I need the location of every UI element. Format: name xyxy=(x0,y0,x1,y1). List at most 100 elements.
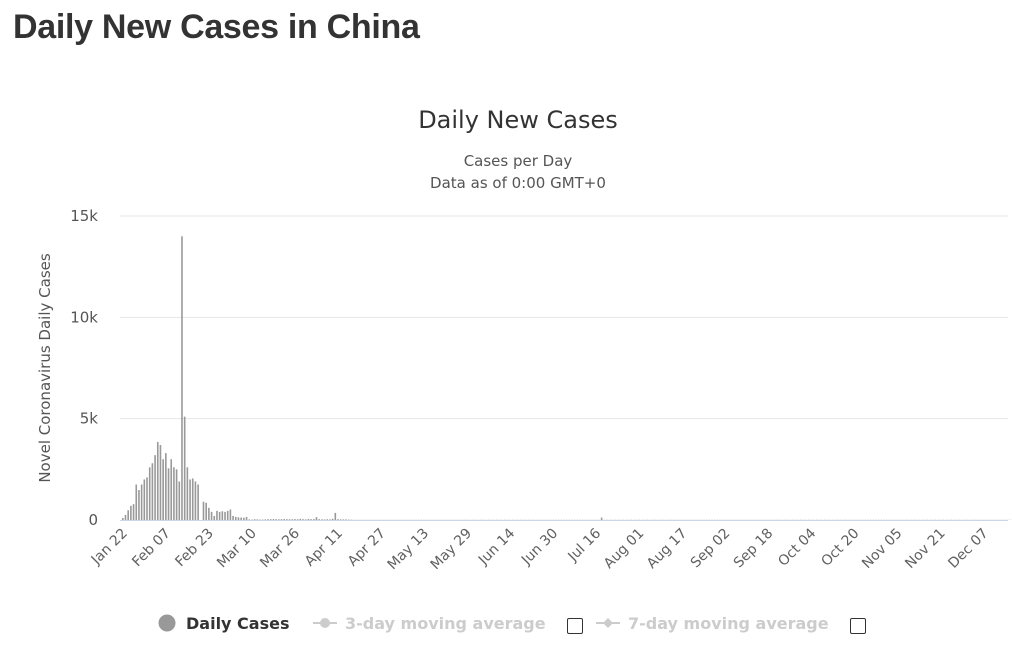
legend-label-7-day-average: 7-day moving average xyxy=(628,613,829,633)
bar xyxy=(269,519,272,520)
bar xyxy=(272,519,275,520)
x-tick-label: Oct 04 xyxy=(775,525,819,569)
legend-label-3-day-average: 3-day moving average xyxy=(345,613,546,633)
bar xyxy=(253,519,256,520)
bar xyxy=(229,509,232,520)
bar xyxy=(132,504,135,520)
bar xyxy=(245,516,248,520)
x-tick-label: May 13 xyxy=(385,526,433,574)
bar xyxy=(323,519,326,520)
legend-item-7-day-average[interactable]: 7-day moving average xyxy=(596,608,829,638)
y-tick-label: 10k xyxy=(70,308,98,326)
y-axis-label: Novel Coronavirus Daily Cases xyxy=(36,253,54,483)
x-tick-label: Mar 10 xyxy=(214,526,260,572)
bar xyxy=(138,490,140,520)
bar xyxy=(278,519,280,520)
bar xyxy=(237,517,240,520)
bar xyxy=(312,519,315,520)
legend-marker-line-diamond-icon xyxy=(596,618,620,628)
x-tick-label: Oct 20 xyxy=(818,526,862,570)
bar xyxy=(334,512,337,520)
bar xyxy=(216,510,218,520)
bar xyxy=(307,518,310,520)
x-tick-label: Apr 27 xyxy=(345,526,389,570)
chart-subtitle-line-1: Cases per Day xyxy=(464,152,573,170)
bar xyxy=(148,467,151,520)
bar xyxy=(162,459,164,520)
legend-marker-circle-icon xyxy=(158,614,176,632)
bar xyxy=(165,453,167,520)
bar xyxy=(234,516,237,520)
bars xyxy=(122,236,1012,520)
x-tick-label: Nov 05 xyxy=(859,526,905,572)
bar xyxy=(194,481,197,520)
bar xyxy=(205,502,207,520)
daily-cases-chart: Daily New Cases Cases per Day Data as of… xyxy=(36,106,1012,574)
bar xyxy=(318,519,320,520)
x-tick-label: Feb 23 xyxy=(172,526,217,571)
bar xyxy=(302,519,304,520)
bar xyxy=(232,515,234,520)
x-tick-label: Jul 16 xyxy=(565,525,605,565)
bar xyxy=(337,519,339,520)
bar xyxy=(286,519,288,520)
bar xyxy=(256,519,259,520)
checkbox-3-day-average[interactable] xyxy=(567,618,583,634)
bar xyxy=(224,511,226,520)
bar xyxy=(243,517,245,520)
bar xyxy=(178,481,181,520)
chart-title: Daily New Cases xyxy=(418,106,618,134)
bar xyxy=(191,478,194,520)
legend-item-daily-cases[interactable]: Daily Cases xyxy=(158,608,289,638)
bar xyxy=(240,517,242,520)
x-tick-label: Jan 22 xyxy=(88,526,131,569)
bar xyxy=(167,468,170,520)
bar xyxy=(345,519,347,520)
bar xyxy=(283,519,285,520)
bar xyxy=(202,501,205,520)
x-tick-label: Dec 07 xyxy=(945,526,991,572)
bar xyxy=(600,517,603,520)
bar xyxy=(127,510,129,520)
bar xyxy=(288,519,291,520)
bar xyxy=(221,511,224,520)
gridlines xyxy=(120,215,1008,420)
legend-label-daily-cases: Daily Cases xyxy=(186,613,290,633)
bar xyxy=(208,507,210,520)
x-tick-label: Aug 01 xyxy=(601,526,647,572)
bar xyxy=(315,517,318,520)
bar xyxy=(210,511,213,520)
bar xyxy=(175,469,178,520)
bar xyxy=(140,484,143,520)
bar xyxy=(197,484,199,520)
bar xyxy=(213,515,216,520)
x-tick-label: Sep 02 xyxy=(688,526,734,572)
bar xyxy=(218,511,221,520)
chart-subtitle-line-2: Data as of 0:00 GMT+0 xyxy=(430,174,606,192)
bar xyxy=(226,510,229,520)
x-tick-label: Sep 18 xyxy=(731,526,777,572)
checkbox-7-day-average[interactable] xyxy=(850,618,866,634)
bar xyxy=(304,519,307,520)
bar xyxy=(135,484,138,520)
x-tick-label: Jun 14 xyxy=(475,525,518,568)
legend-item-3-day-average[interactable]: 3-day moving average xyxy=(313,608,546,638)
bar xyxy=(130,505,132,520)
bar xyxy=(170,459,173,520)
bar xyxy=(326,519,329,520)
x-tick-label: May 29 xyxy=(428,526,476,574)
y-tick-label: 5k xyxy=(80,410,99,428)
bar xyxy=(294,519,296,520)
chart-legend: Daily Cases 3-day moving average 7-day m… xyxy=(0,608,1012,640)
page-title: Daily New Cases in China xyxy=(13,8,420,46)
bar xyxy=(183,416,186,520)
bar xyxy=(156,441,159,520)
bar xyxy=(342,519,345,520)
bar xyxy=(339,519,342,520)
bar xyxy=(159,445,162,520)
bar xyxy=(267,519,269,520)
x-tick-label: Mar 26 xyxy=(257,525,303,571)
bar xyxy=(124,514,127,520)
x-tick-label: Nov 21 xyxy=(902,526,948,572)
x-tick-label: Jun 30 xyxy=(518,526,561,569)
